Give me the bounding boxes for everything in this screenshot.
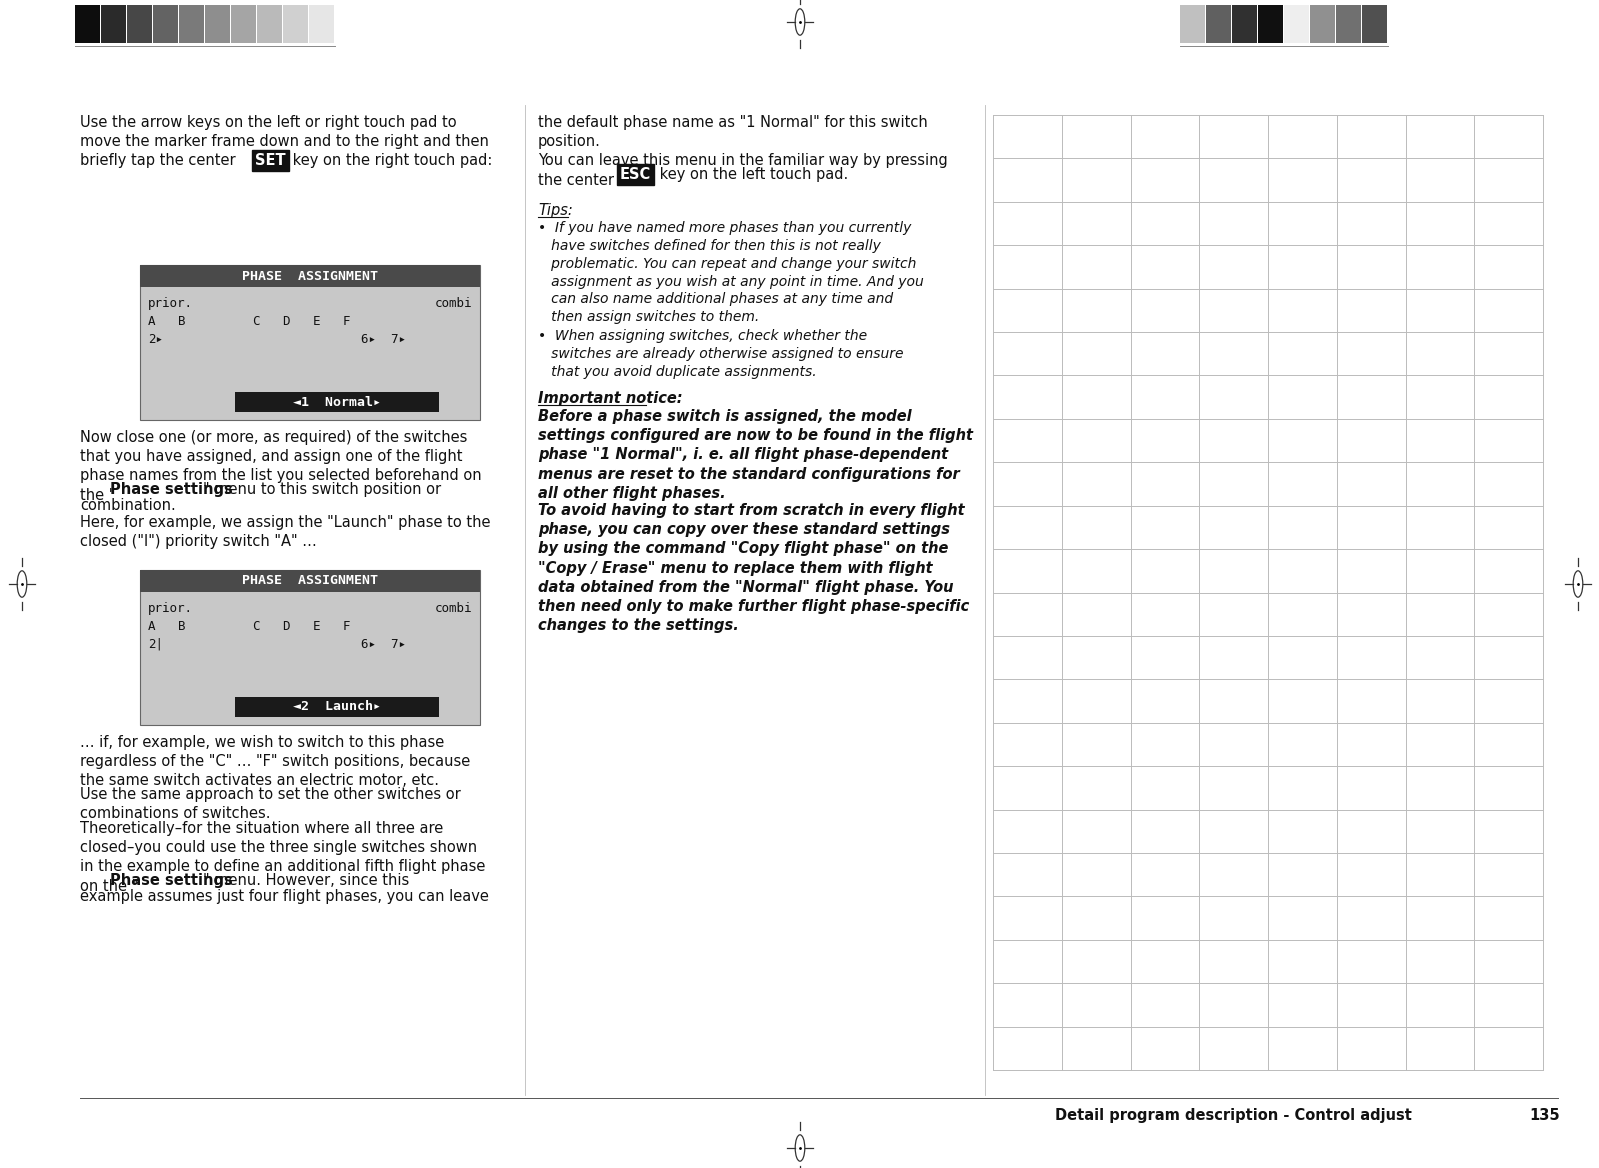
Text: Theoretically–for the situation where all three are
closed–you could use the thr: Theoretically–for the situation where al… [80,821,486,894]
Bar [235,697,440,717]
Text: Important notice:: Important notice: [537,391,683,406]
Bar [1362,5,1386,43]
Text: Here, for example, we assign the "Launch" phase to the
closed ("I") priority swi: Here, for example, we assign the "Launch… [80,515,491,549]
Text: ◄1  Normal▸: ◄1 Normal▸ [293,396,381,409]
Bar [75,5,101,43]
Bar [235,392,440,412]
Text: A   B         C   D   E   F: A B C D E F [149,315,350,328]
Bar [1206,5,1231,43]
Text: … if, for example, we wish to switch to this phase
regardless of the "C" … "F" s: … if, for example, we wish to switch to … [80,735,470,788]
Text: Use the same approach to set the other switches or
combinations of switches.: Use the same approach to set the other s… [80,787,461,821]
Text: 6▸  7▸: 6▸ 7▸ [361,638,406,651]
Text: prior.: prior. [149,602,193,616]
Text: combi: combi [435,297,472,310]
Text: " menu to this switch position or: " menu to this switch position or [203,482,441,498]
Bar [141,265,480,420]
Bar [101,5,126,43]
Bar [141,570,480,725]
Bar [230,5,256,43]
Bar [1337,5,1361,43]
Text: Tips:: Tips: [537,203,572,218]
Text: •  When assigning switches, check whether the
   switches are already otherwise : • When assigning switches, check whether… [537,329,903,378]
Text: combination.: combination. [80,498,176,513]
Bar [309,5,334,43]
Text: prior.: prior. [149,297,193,310]
Text: example assumes just four flight phases, you can leave: example assumes just four flight phases,… [80,889,489,904]
Text: Use the arrow keys on the left or right touch pad to
move the marker frame down : Use the arrow keys on the left or right … [80,114,489,168]
Bar [141,265,480,287]
Text: key on the left touch pad.: key on the left touch pad. [656,167,847,182]
Bar [205,5,230,43]
Text: 2|: 2| [149,638,163,651]
Text: PHASE  ASSIGNMENT: PHASE ASSIGNMENT [241,575,377,588]
Text: " menu. However, since this: " menu. However, since this [203,872,409,888]
Bar [141,570,480,592]
Text: ESC: ESC [620,167,651,182]
Text: Before a phase switch is assigned, the model
settings configured are now to be f: Before a phase switch is assigned, the m… [537,409,974,501]
Bar [179,5,205,43]
Text: Now close one (or more, as required) of the switches
that you have assigned, and: Now close one (or more, as required) of … [80,430,481,502]
Bar [154,5,177,43]
Bar [257,5,281,43]
Text: Detail program description - Control adjust: Detail program description - Control adj… [1055,1108,1412,1122]
Text: ◄2  Launch▸: ◄2 Launch▸ [293,701,381,714]
Bar [1310,5,1335,43]
Bar [283,5,309,43]
Bar [1180,5,1206,43]
Text: PHASE  ASSIGNMENT: PHASE ASSIGNMENT [241,270,377,283]
Text: 2▸: 2▸ [149,333,163,346]
Text: key on the right touch pad:: key on the right touch pad: [288,153,492,168]
Text: 6▸  7▸: 6▸ 7▸ [361,333,406,346]
Text: To avoid having to start from scratch in every flight
phase, you can copy over t: To avoid having to start from scratch in… [537,503,969,633]
Text: combi: combi [435,602,472,616]
Text: •  If you have named more phases than you currently
   have switches defined for: • If you have named more phases than you… [537,221,924,325]
Text: Phase settings: Phase settings [110,872,233,888]
Bar [1231,5,1257,43]
Text: SET: SET [254,153,286,168]
Bar [1284,5,1310,43]
Bar [1258,5,1282,43]
Text: the default phase name as "1 Normal" for this switch
position.
You can leave thi: the default phase name as "1 Normal" for… [537,114,948,188]
Bar [126,5,152,43]
Text: 135: 135 [1529,1108,1561,1122]
Text: Phase settings: Phase settings [110,482,233,498]
Text: A   B         C   D   E   F: A B C D E F [149,620,350,633]
